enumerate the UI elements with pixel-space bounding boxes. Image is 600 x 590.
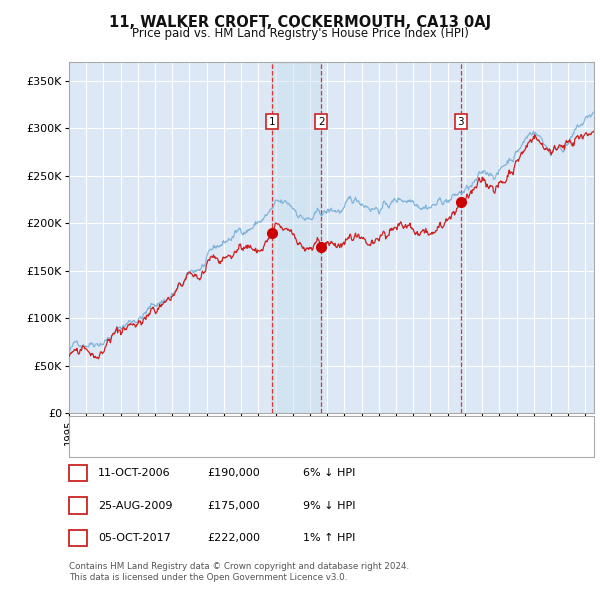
Text: 25-AUG-2009: 25-AUG-2009 [98, 501, 172, 510]
Text: Price paid vs. HM Land Registry's House Price Index (HPI): Price paid vs. HM Land Registry's House … [131, 27, 469, 40]
Text: HPI: Average price, detached house, Cumberland: HPI: Average price, detached house, Cumb… [114, 441, 383, 450]
Text: 2: 2 [318, 117, 325, 127]
Text: 9% ↓ HPI: 9% ↓ HPI [303, 501, 355, 510]
Text: 2: 2 [74, 501, 82, 510]
Text: 1: 1 [74, 468, 82, 478]
Text: This data is licensed under the Open Government Licence v3.0.: This data is licensed under the Open Gov… [69, 572, 347, 582]
Text: Contains HM Land Registry data © Crown copyright and database right 2024.: Contains HM Land Registry data © Crown c… [69, 562, 409, 571]
Text: 3: 3 [457, 117, 464, 127]
Text: 05-OCT-2017: 05-OCT-2017 [98, 533, 170, 543]
Text: 11, WALKER CROFT, COCKERMOUTH, CA13 0AJ: 11, WALKER CROFT, COCKERMOUTH, CA13 0AJ [109, 15, 491, 30]
Text: 1: 1 [268, 117, 275, 127]
Bar [272, 62, 321, 413]
Text: £175,000: £175,000 [207, 501, 260, 510]
Text: 3: 3 [74, 533, 82, 543]
Text: 6% ↓ HPI: 6% ↓ HPI [303, 468, 355, 478]
Text: £190,000: £190,000 [207, 468, 260, 478]
Text: 11, WALKER CROFT, COCKERMOUTH, CA13 0AJ (detached house): 11, WALKER CROFT, COCKERMOUTH, CA13 0AJ … [114, 421, 470, 431]
Text: 1% ↑ HPI: 1% ↑ HPI [303, 533, 355, 543]
Text: £222,000: £222,000 [207, 533, 260, 543]
Text: 11-OCT-2006: 11-OCT-2006 [98, 468, 170, 478]
